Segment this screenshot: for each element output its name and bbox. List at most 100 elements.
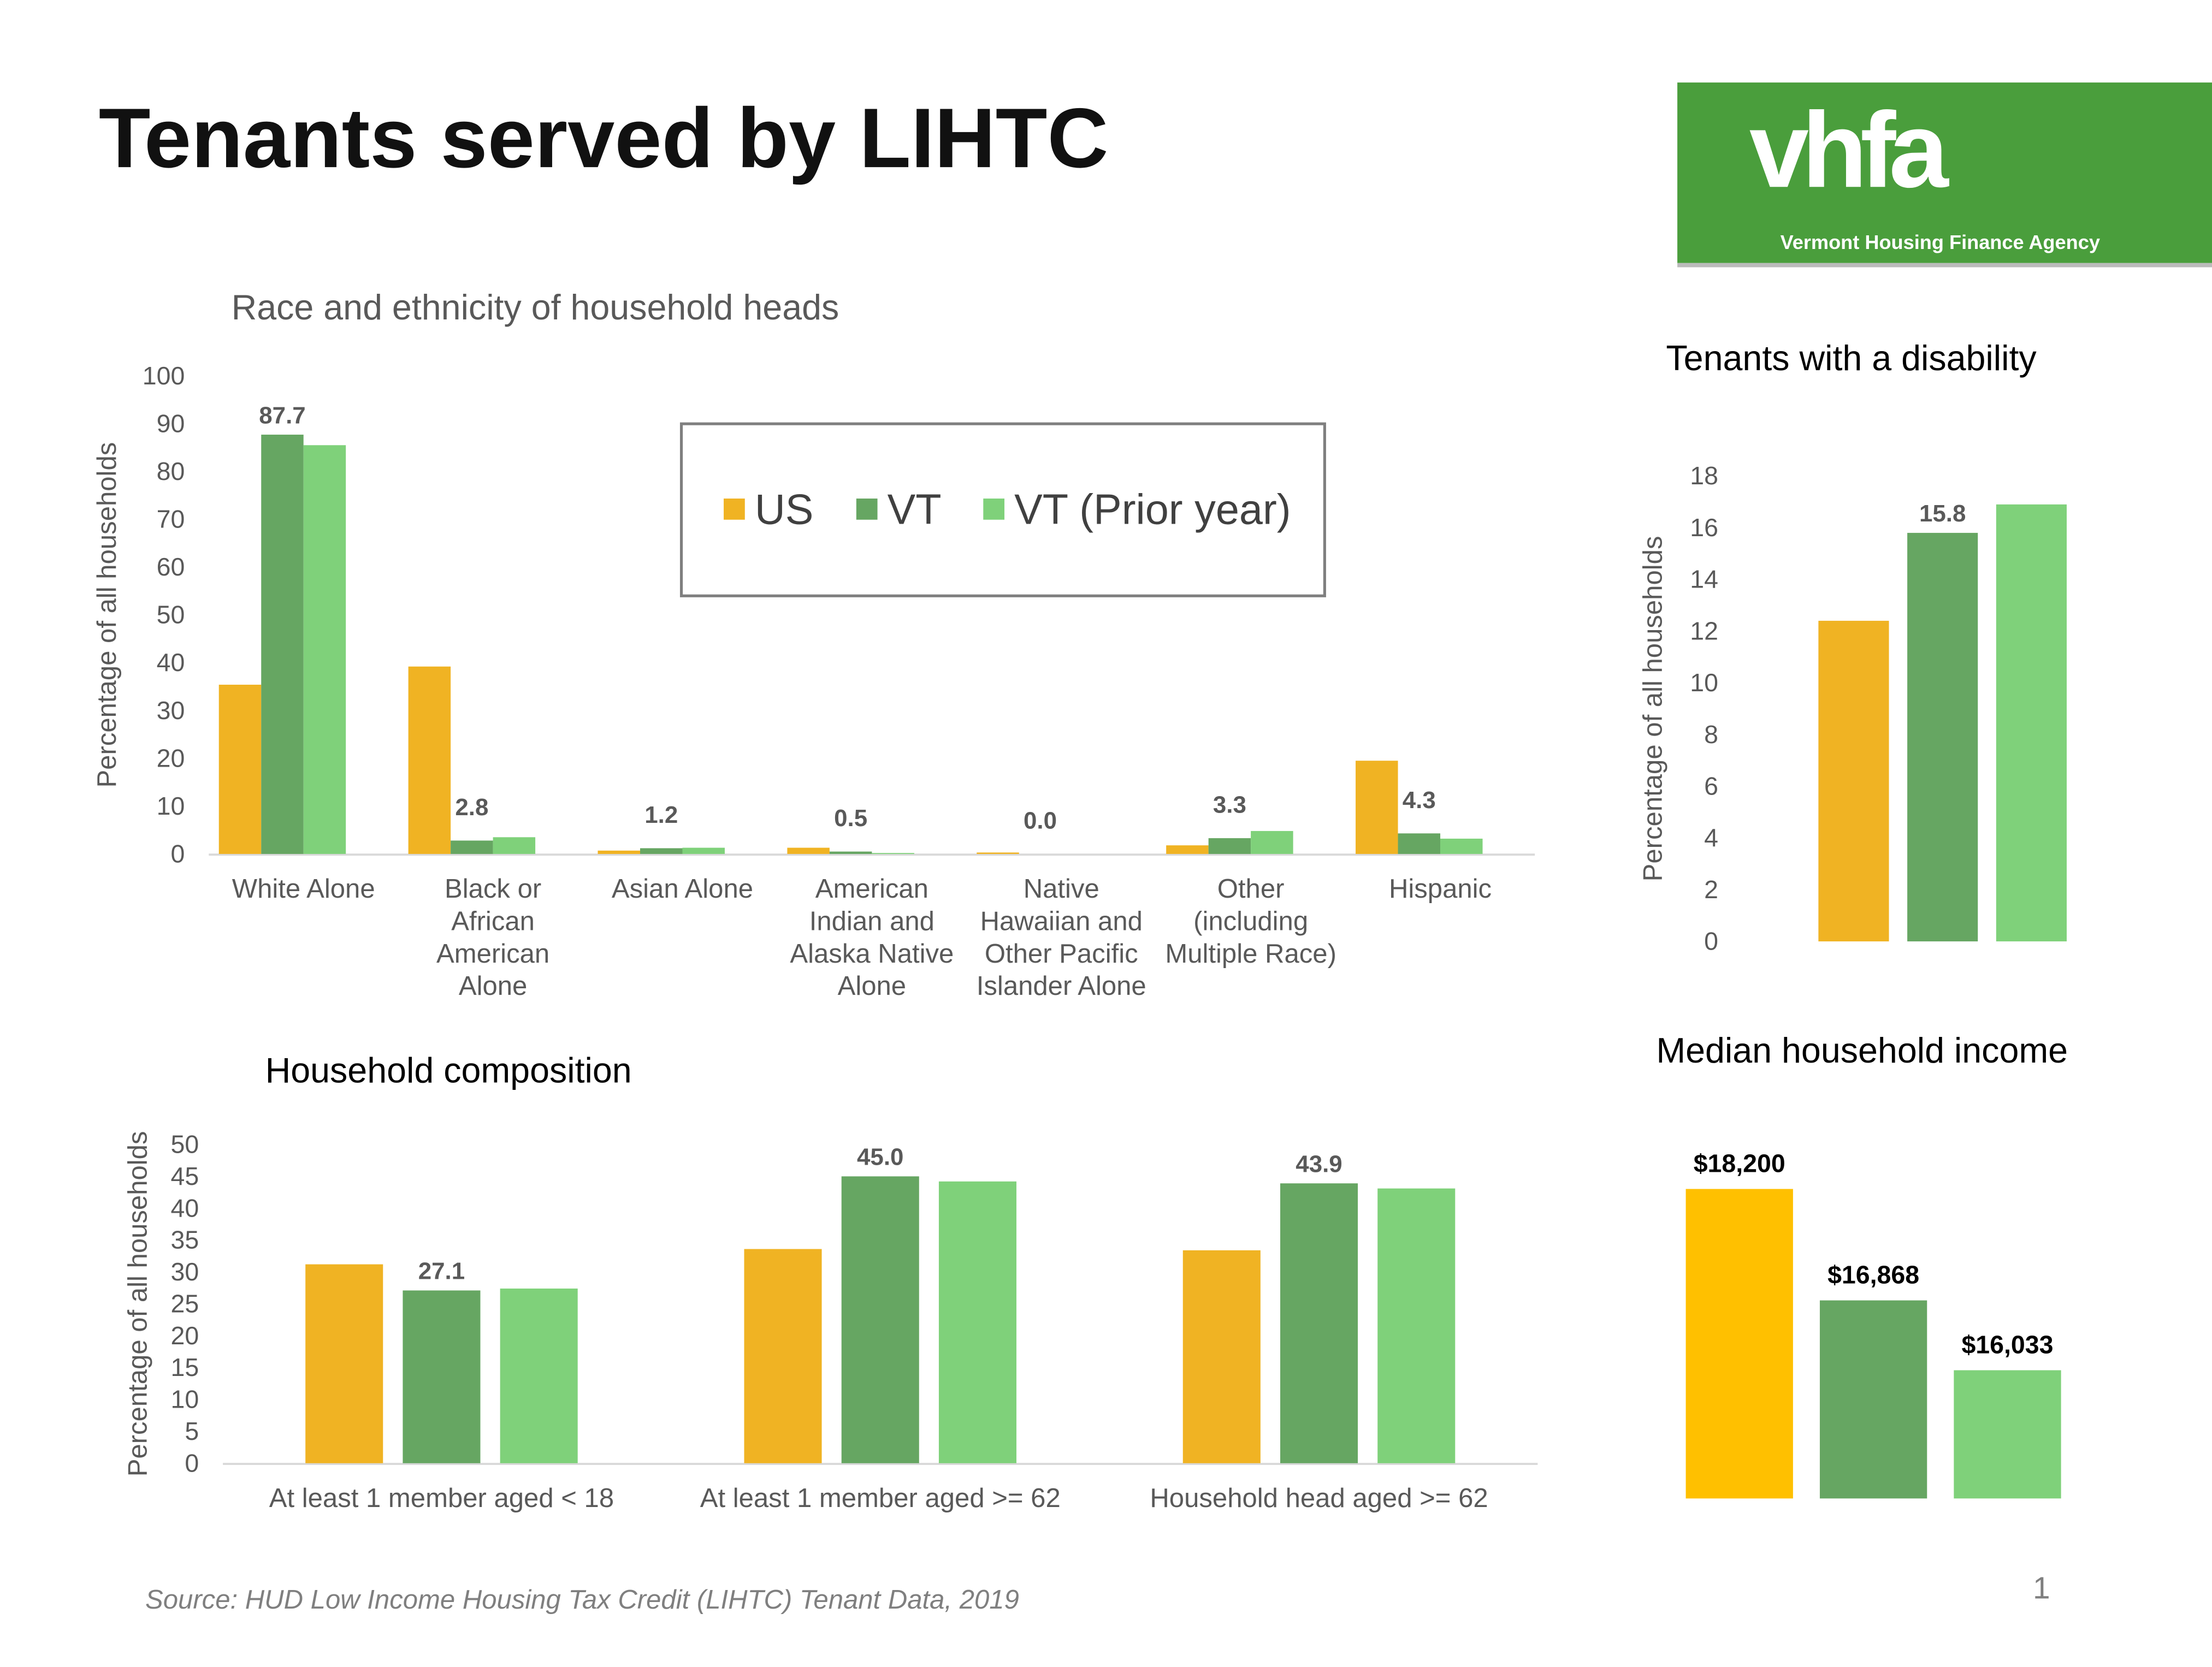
composition-y-tick-label: 45 [170,1162,199,1190]
disability-bar-vt [1907,532,1978,942]
composition-y-tick-label: 10 [170,1385,199,1414]
race-category-label: Black or [445,874,541,904]
composition-bar-us [744,1249,822,1463]
race-bar-vt [451,840,493,854]
legend-swatch-vt-prior [983,499,1005,520]
composition-bar-vt-prior-year- [1377,1188,1456,1463]
race-y-tick-label: 90 [157,409,185,437]
race-category-label: Alone [838,971,906,1001]
race-bar-vt-prior-year- [493,837,536,854]
race-bar-us [1356,761,1398,854]
legend-swatch-vt [856,499,878,520]
composition-y-axis-title: Percentage of all households [123,1131,153,1476]
disability-y-tick-label: 0 [1704,927,1718,956]
race-bar-us [408,666,451,854]
race-bar-vt [1398,833,1441,854]
disability-y-tick-label: 6 [1704,772,1718,800]
logo-tagline: Vermont Housing Finance Agency [1781,231,2100,253]
income-chart-title: Median household income [1656,1031,2068,1070]
race-chart-title: Race and ethnicity of household heads [232,288,839,327]
composition-data-label: 27.1 [418,1258,465,1285]
vhfa-logo: vhfa Vermont Housing Finance Agency [1677,82,2212,268]
race-category-label: (including [1193,906,1308,936]
race-y-tick-label: 80 [157,457,185,485]
race-bar-us [1166,845,1209,854]
race-bar-vt [640,848,683,854]
disability-y-tick-label: 4 [1704,823,1718,852]
race-y-tick-label: 50 [157,601,185,629]
composition-y-tick-label: 25 [170,1289,199,1318]
composition-bar-vt [841,1176,919,1463]
race-category-label: Islander Alone [977,971,1146,1001]
legend-label-vt-prior: VT (Prior year) [1014,487,1291,533]
disability-y-tick-label: 18 [1690,461,1718,490]
composition-y-tick-label: 0 [185,1449,199,1477]
composition-chart-title: Household composition [265,1051,632,1090]
race-bar-vt [261,435,304,854]
race-y-tick-label: 70 [157,505,185,533]
race-category-label: Alaska Native [790,939,954,969]
race-y-axis-title: Percentage of all households [92,442,122,788]
composition-category-label: Household head aged >= 62 [1150,1484,1488,1513]
disability-y-tick-label: 8 [1704,720,1718,749]
race-legend: US VT VT (Prior year) [679,422,1326,597]
composition-y-tick-label: 35 [170,1226,199,1254]
race-y-tick-label: 100 [143,361,185,390]
disability-bar-us [1818,620,1889,942]
race-data-label: 2.8 [455,794,488,821]
disability-y-tick-label: 16 [1690,513,1718,542]
composition-y-tick-label: 40 [170,1194,199,1222]
race-category-label: Multiple Race) [1165,939,1336,969]
disability-chart-title: Tenants with a disability [1666,339,2037,378]
race-category-label: Other [1217,874,1285,904]
race-category-label: Native [1024,874,1099,904]
race-data-label: 87.7 [259,402,305,429]
race-category-label: Alone [459,971,527,1001]
race-bar-vt-prior-year- [303,445,346,854]
income-data-label: $18,200 [1694,1149,1785,1178]
race-category-label: African [451,906,535,936]
composition-category-label: At least 1 member aged < 18 [269,1484,614,1513]
race-category-label: American [815,874,928,904]
disability-y-tick-label: 10 [1690,668,1718,697]
race-bar-vt-prior-year- [1251,830,1293,854]
race-category-label: Asian Alone [612,874,753,904]
race-data-label: 1.2 [644,802,678,828]
race-category-label: Other Pacific [985,939,1138,969]
composition-y-tick-label: 15 [170,1353,199,1381]
disability-y-tick-label: 12 [1690,616,1718,645]
race-bar-us [218,684,262,854]
income-bar-vt-prior-year- [1954,1370,2061,1499]
race-y-tick-label: 10 [157,792,185,820]
disability-data-label: 15.8 [1919,500,1966,527]
composition-data-label: 43.9 [1296,1151,1342,1178]
composition-bar-vt-prior-year- [500,1288,578,1463]
race-bar-vt-prior-year- [682,847,725,854]
race-data-label: 3.3 [1213,792,1246,818]
race-category-label: Hispanic [1389,874,1492,904]
composition-category-label: At least 1 member aged >= 62 [700,1484,1061,1513]
composition-bar-vt [403,1290,481,1463]
race-y-tick-label: 20 [157,744,185,772]
composition-data-label: 45.0 [857,1144,903,1171]
race-data-label: 0.5 [834,805,867,832]
race-bar-vt-prior-year- [1440,838,1483,854]
composition-bar-vt [1280,1183,1358,1463]
race-category-label: White Alone [232,874,375,904]
income-bar-us [1685,1189,1793,1499]
race-y-tick-label: 60 [157,553,185,581]
disability-bar-vt-prior-year- [1996,504,2067,942]
composition-bar-us [305,1264,383,1463]
income-bar-vt [1819,1300,1927,1499]
source-note: Source: HUD Low Income Housing Tax Credi… [145,1585,1019,1615]
composition-y-tick-label: 5 [185,1417,199,1445]
composition-bar-vt-prior-year- [938,1181,1016,1463]
race-y-tick-label: 40 [157,648,185,677]
race-y-tick-label: 0 [171,839,185,868]
race-bar-vt [829,851,872,854]
race-category-label: American [436,939,549,969]
income-data-label: $16,868 [1827,1261,1919,1289]
race-bar-vt [1208,838,1251,854]
composition-bar-us [1182,1250,1261,1463]
income-data-label: $16,033 [1961,1330,2053,1358]
